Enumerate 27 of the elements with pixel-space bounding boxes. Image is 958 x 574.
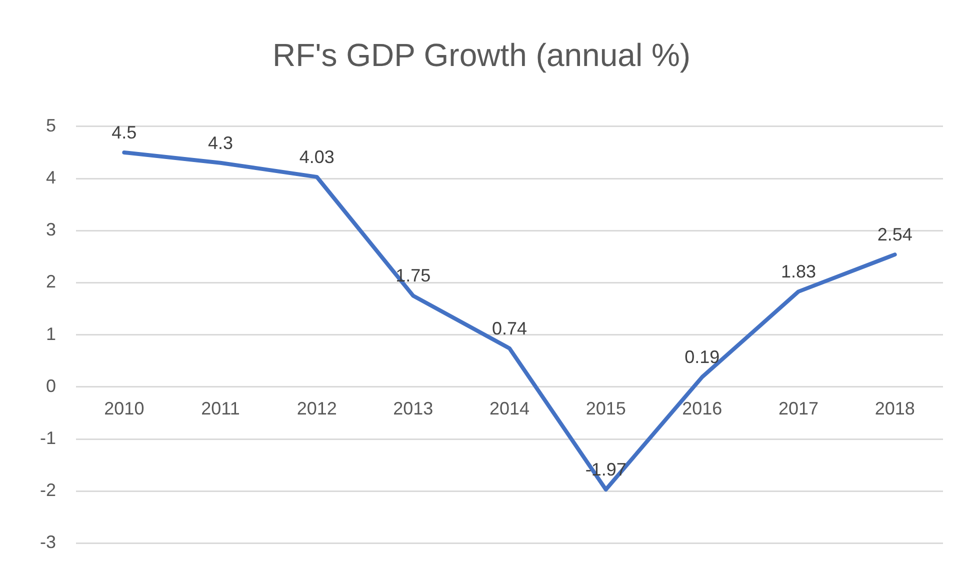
x-tick-label: 2016 (682, 398, 722, 419)
y-tick-label: -3 (40, 532, 56, 552)
data-label: 0.19 (684, 346, 720, 367)
x-tick-label: 2010 (104, 398, 144, 419)
data-label: 4.3 (208, 132, 234, 153)
data-label: 4.03 (299, 146, 334, 167)
data-label: 1.75 (396, 266, 431, 286)
chart-title: RF's GDP Growth (annual %) (272, 37, 691, 74)
y-tick-label: 3 (46, 220, 56, 240)
y-tick-label: -2 (40, 480, 56, 500)
x-tick-label: 2013 (393, 398, 434, 419)
y-tick-label: -1 (40, 428, 56, 448)
data-label: 4.5 (112, 122, 137, 142)
data-label: 1.83 (780, 262, 816, 282)
y-tick-label: 4 (46, 167, 56, 188)
x-tick-label: 2014 (489, 398, 530, 419)
x-tick-label: 2011 (201, 398, 240, 419)
data-label: 2.54 (877, 224, 912, 245)
x-tick-label: 2015 (586, 398, 626, 419)
y-tick-label: 0 (46, 376, 56, 396)
data-label: 0.74 (492, 318, 528, 338)
x-tick-label: 2018 (874, 398, 915, 419)
x-tick-label: 2017 (778, 398, 819, 419)
y-tick-label: 2 (46, 272, 56, 292)
y-tick-label: 1 (46, 324, 56, 344)
x-tick-label: 2012 (296, 398, 337, 419)
y-tick-label: 5 (46, 115, 56, 136)
